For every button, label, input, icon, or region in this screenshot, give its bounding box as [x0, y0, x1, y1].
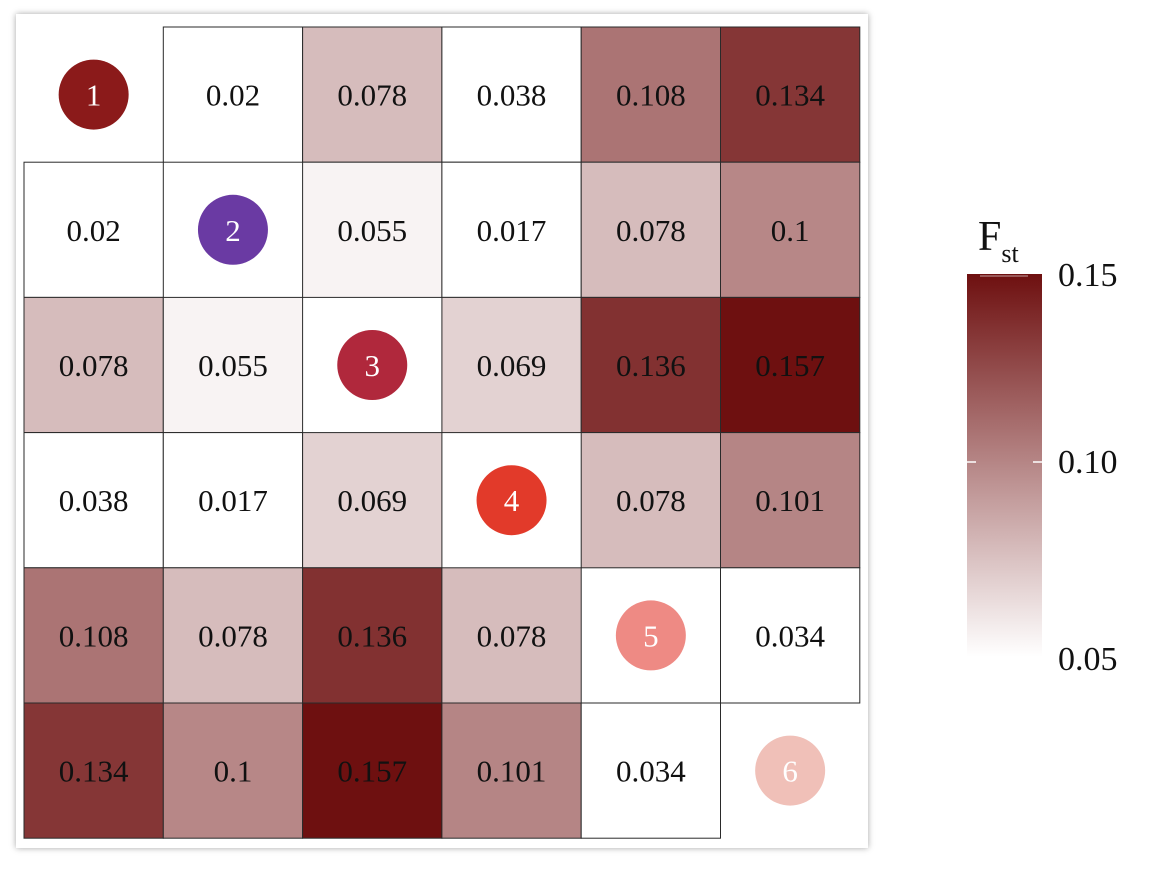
heatmap-cell	[23, 161, 164, 298]
cell-value-label: 0.055	[198, 348, 268, 383]
heatmap-cell	[162, 567, 304, 704]
cell-value-label: 0.078	[198, 618, 268, 653]
cell-value-label: 0.038	[477, 78, 547, 113]
colorbar-title: Fst	[978, 214, 1019, 268]
population-label: 1	[86, 78, 102, 113]
heatmap-cell	[580, 296, 722, 434]
cell-value-label: 0.078	[616, 213, 686, 248]
cell-value-label: 0.055	[337, 213, 407, 248]
cell-value-label: 0.157	[337, 754, 407, 789]
cell-value-label: 0.017	[198, 483, 268, 518]
cell-value-label: 0.034	[616, 754, 686, 789]
cell-value-label: 0.134	[755, 78, 825, 113]
population-1-marker	[58, 59, 129, 130]
population-label: 3	[365, 348, 381, 383]
cell-value-label: 0.069	[477, 348, 547, 383]
colorbar-tick-label: 0.05	[1058, 641, 1118, 678]
cell-value-label: 0.108	[616, 78, 686, 113]
cell-value-label: 0.034	[755, 618, 825, 653]
heatmap-cell	[441, 702, 582, 839]
colorbar-legend: Fst 0.15 0.10 0.05	[967, 214, 1118, 678]
colorbar-tick-label: 0.15	[1058, 257, 1118, 294]
heatmap-cell	[580, 432, 722, 569]
heatmap-cell	[720, 296, 861, 434]
population-label: 2	[225, 213, 241, 248]
cell-value-label: 0.101	[755, 483, 825, 518]
cell-value-label: 0.038	[59, 483, 129, 518]
population-label: 5	[643, 618, 659, 653]
cell-value-label: 0.078	[59, 348, 129, 383]
population-6-marker	[755, 735, 826, 806]
cell-value-label: 0.02	[206, 78, 260, 113]
heatmap-cell	[302, 567, 443, 704]
population-2-marker	[197, 194, 268, 265]
heatmap-cell	[720, 432, 861, 569]
heatmap-cell	[580, 161, 722, 298]
heatmap-cell	[580, 702, 722, 839]
heatmap-cell	[23, 296, 164, 434]
heatmap-cell	[441, 296, 582, 434]
heatmap-cell	[441, 567, 582, 704]
heatmap-cell	[302, 161, 443, 298]
population-3-marker	[337, 330, 408, 400]
heatmap-cell	[23, 432, 164, 569]
cell-value-label: 0.1	[771, 213, 810, 248]
cell-value-label: 0.108	[59, 618, 129, 653]
heatmap-cell	[720, 567, 861, 704]
colorbar-title-main: F	[978, 214, 1001, 260]
cell-value-label: 0.1	[214, 754, 253, 789]
population-4-marker	[476, 465, 547, 536]
colorbar-title-sub: st	[1001, 239, 1019, 268]
heatmap-cell	[302, 432, 443, 569]
cell-value-label: 0.157	[755, 348, 825, 383]
cell-value-label: 0.078	[477, 618, 547, 653]
cell-value-label: 0.02	[67, 213, 121, 248]
population-label: 4	[504, 483, 520, 518]
heatmap-cell	[162, 702, 304, 839]
heatmap-cell	[162, 432, 304, 569]
cell-value-label: 0.134	[59, 754, 129, 789]
colorbar-tick-label: 0.10	[1058, 444, 1118, 481]
population-label: 6	[782, 754, 798, 789]
heatmap-cell	[23, 567, 164, 704]
cell-value-label: 0.078	[337, 78, 407, 113]
colorbar-gradient	[967, 274, 1042, 657]
heatmap-cell	[302, 702, 443, 839]
cell-value-label: 0.069	[337, 483, 407, 518]
population-5-marker	[615, 600, 686, 671]
cell-value-label: 0.078	[616, 483, 686, 518]
cell-value-label: 0.136	[337, 618, 407, 653]
cell-value-label: 0.101	[477, 754, 547, 789]
heatmap-cell	[23, 702, 164, 839]
heatmap-cell	[162, 296, 304, 434]
heatmap-panel: 1 0.02 0.078 0.038 0.108 0.134 0.02 2 0.055 0.017…	[16, 14, 868, 848]
heatmap-cell	[580, 26, 722, 163]
cell-value-label: 0.017	[477, 213, 547, 248]
heatmap-cell	[720, 26, 861, 163]
heatmap-cell	[720, 161, 861, 298]
cell-value-label: 0.136	[616, 348, 686, 383]
